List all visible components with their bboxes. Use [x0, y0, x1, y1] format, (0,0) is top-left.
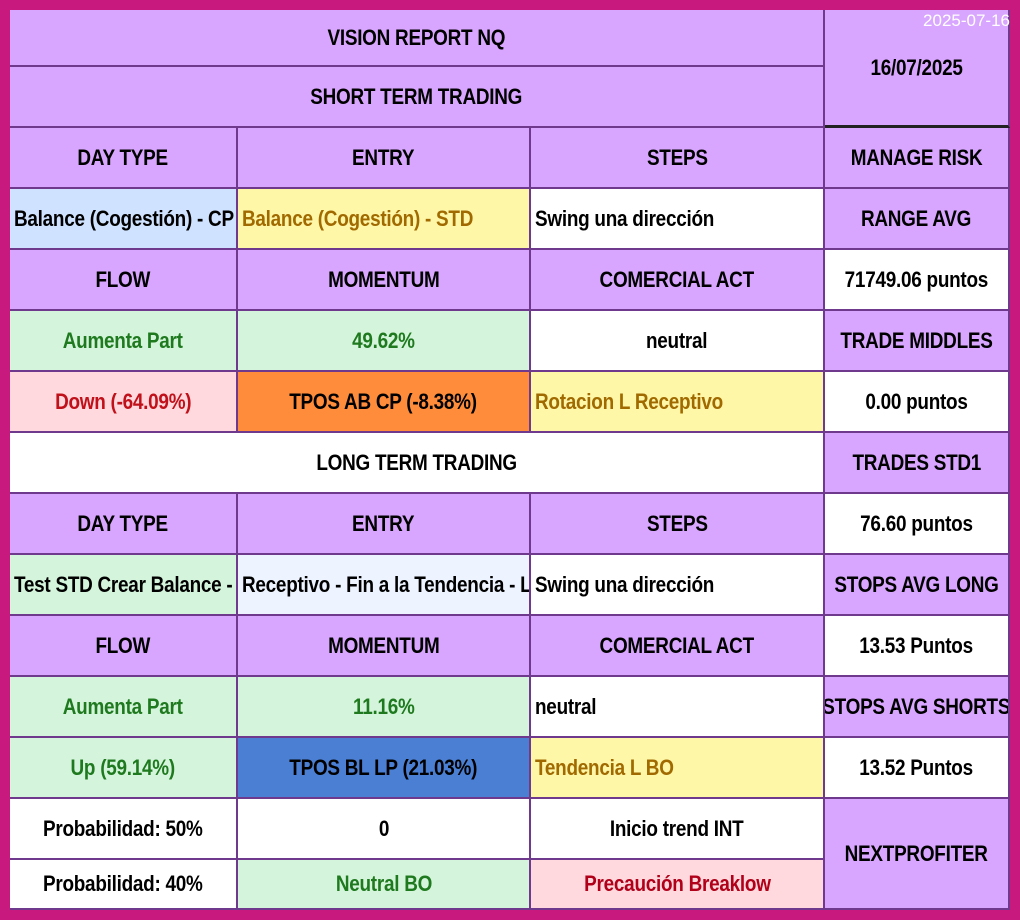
lt-neutral-bo: Neutral BO: [238, 860, 531, 910]
st-flow-direction: Down (-64.09%): [10, 372, 238, 433]
stops-long-label: STOPS AVG LONG: [825, 555, 1010, 616]
trades-std1-value: 76.60 puntos: [825, 494, 1010, 555]
lt-tendencia: Tendencia L BO: [531, 738, 825, 799]
trade-middles-label: TRADE MIDDLES: [825, 311, 1010, 372]
lt-header-day-type: DAY TYPE: [10, 494, 238, 555]
lt-value-1: 0: [238, 799, 531, 860]
lt-flow: Aumenta Part: [10, 677, 238, 738]
report-frame: VISION REPORT NQ 16/07/2025 SHORT TERM T…: [10, 10, 1010, 910]
lt-header-comercial: COMERCIAL ACT: [531, 616, 825, 677]
lt-momentum: 11.16%: [238, 677, 531, 738]
short-term-title: SHORT TERM TRADING: [10, 67, 825, 128]
lt-probability-1: Probabilidad: 50%: [10, 799, 238, 860]
st-comercial-act: neutral: [531, 311, 825, 372]
trade-middles-value: 0.00 puntos: [825, 372, 1010, 433]
report-title: VISION REPORT NQ: [10, 10, 825, 67]
lt-entry: Receptivo - Fin a la Tendencia - LP: [238, 555, 531, 616]
lt-steps: Swing una dirección: [531, 555, 825, 616]
range-avg-value: 71749.06 puntos: [825, 250, 1010, 311]
st-header-entry: ENTRY: [238, 128, 531, 189]
report-date: 16/07/2025: [825, 10, 1010, 128]
lt-header-steps: STEPS: [531, 494, 825, 555]
lt-header-entry: ENTRY: [238, 494, 531, 555]
trades-std1-label: TRADES STD1: [825, 433, 1010, 494]
st-momentum: 49.62%: [238, 311, 531, 372]
st-steps: Swing una dirección: [531, 189, 825, 250]
lt-day-type: Test STD Crear Balance - LP: [10, 555, 238, 616]
lt-header-flow: FLOW: [10, 616, 238, 677]
st-header-momentum: MOMENTUM: [238, 250, 531, 311]
lt-header-momentum: MOMENTUM: [238, 616, 531, 677]
stops-long-value: 13.53 Puntos: [825, 616, 1010, 677]
st-tpos: TPOS AB CP (-8.38%): [238, 372, 531, 433]
date-stamp: 2025-07-16: [923, 11, 1010, 30]
st-header-steps: STEPS: [531, 128, 825, 189]
range-avg-label: RANGE AVG: [825, 189, 1010, 250]
st-entry: Balance (Cogestión) - STD: [238, 189, 531, 250]
st-header-day-type: DAY TYPE: [10, 128, 238, 189]
st-rotacion: Rotacion L Receptivo: [531, 372, 825, 433]
stops-short-label: STOPS AVG SHORTS: [825, 677, 1010, 738]
lt-probability-2: Probabilidad: 40%: [10, 860, 238, 910]
lt-precaucion: Precaución Breaklow: [531, 860, 825, 910]
manage-risk-label: MANAGE RISK: [825, 128, 1010, 189]
st-flow: Aumenta Part: [10, 311, 238, 372]
nextprofiter-label: NEXTPROFITER: [825, 799, 1010, 910]
st-header-flow: FLOW: [10, 250, 238, 311]
lt-comercial-act: neutral: [531, 677, 825, 738]
lt-inicio-trend: Inicio trend INT: [531, 799, 825, 860]
lt-flow-direction: Up (59.14%): [10, 738, 238, 799]
lt-tpos: TPOS BL LP (21.03%): [238, 738, 531, 799]
stops-short-value: 13.52 Puntos: [825, 738, 1010, 799]
st-header-comercial: COMERCIAL ACT: [531, 250, 825, 311]
st-day-type: Balance (Cogestión) - CP: [10, 189, 238, 250]
long-term-title: LONG TERM TRADING: [10, 433, 825, 494]
